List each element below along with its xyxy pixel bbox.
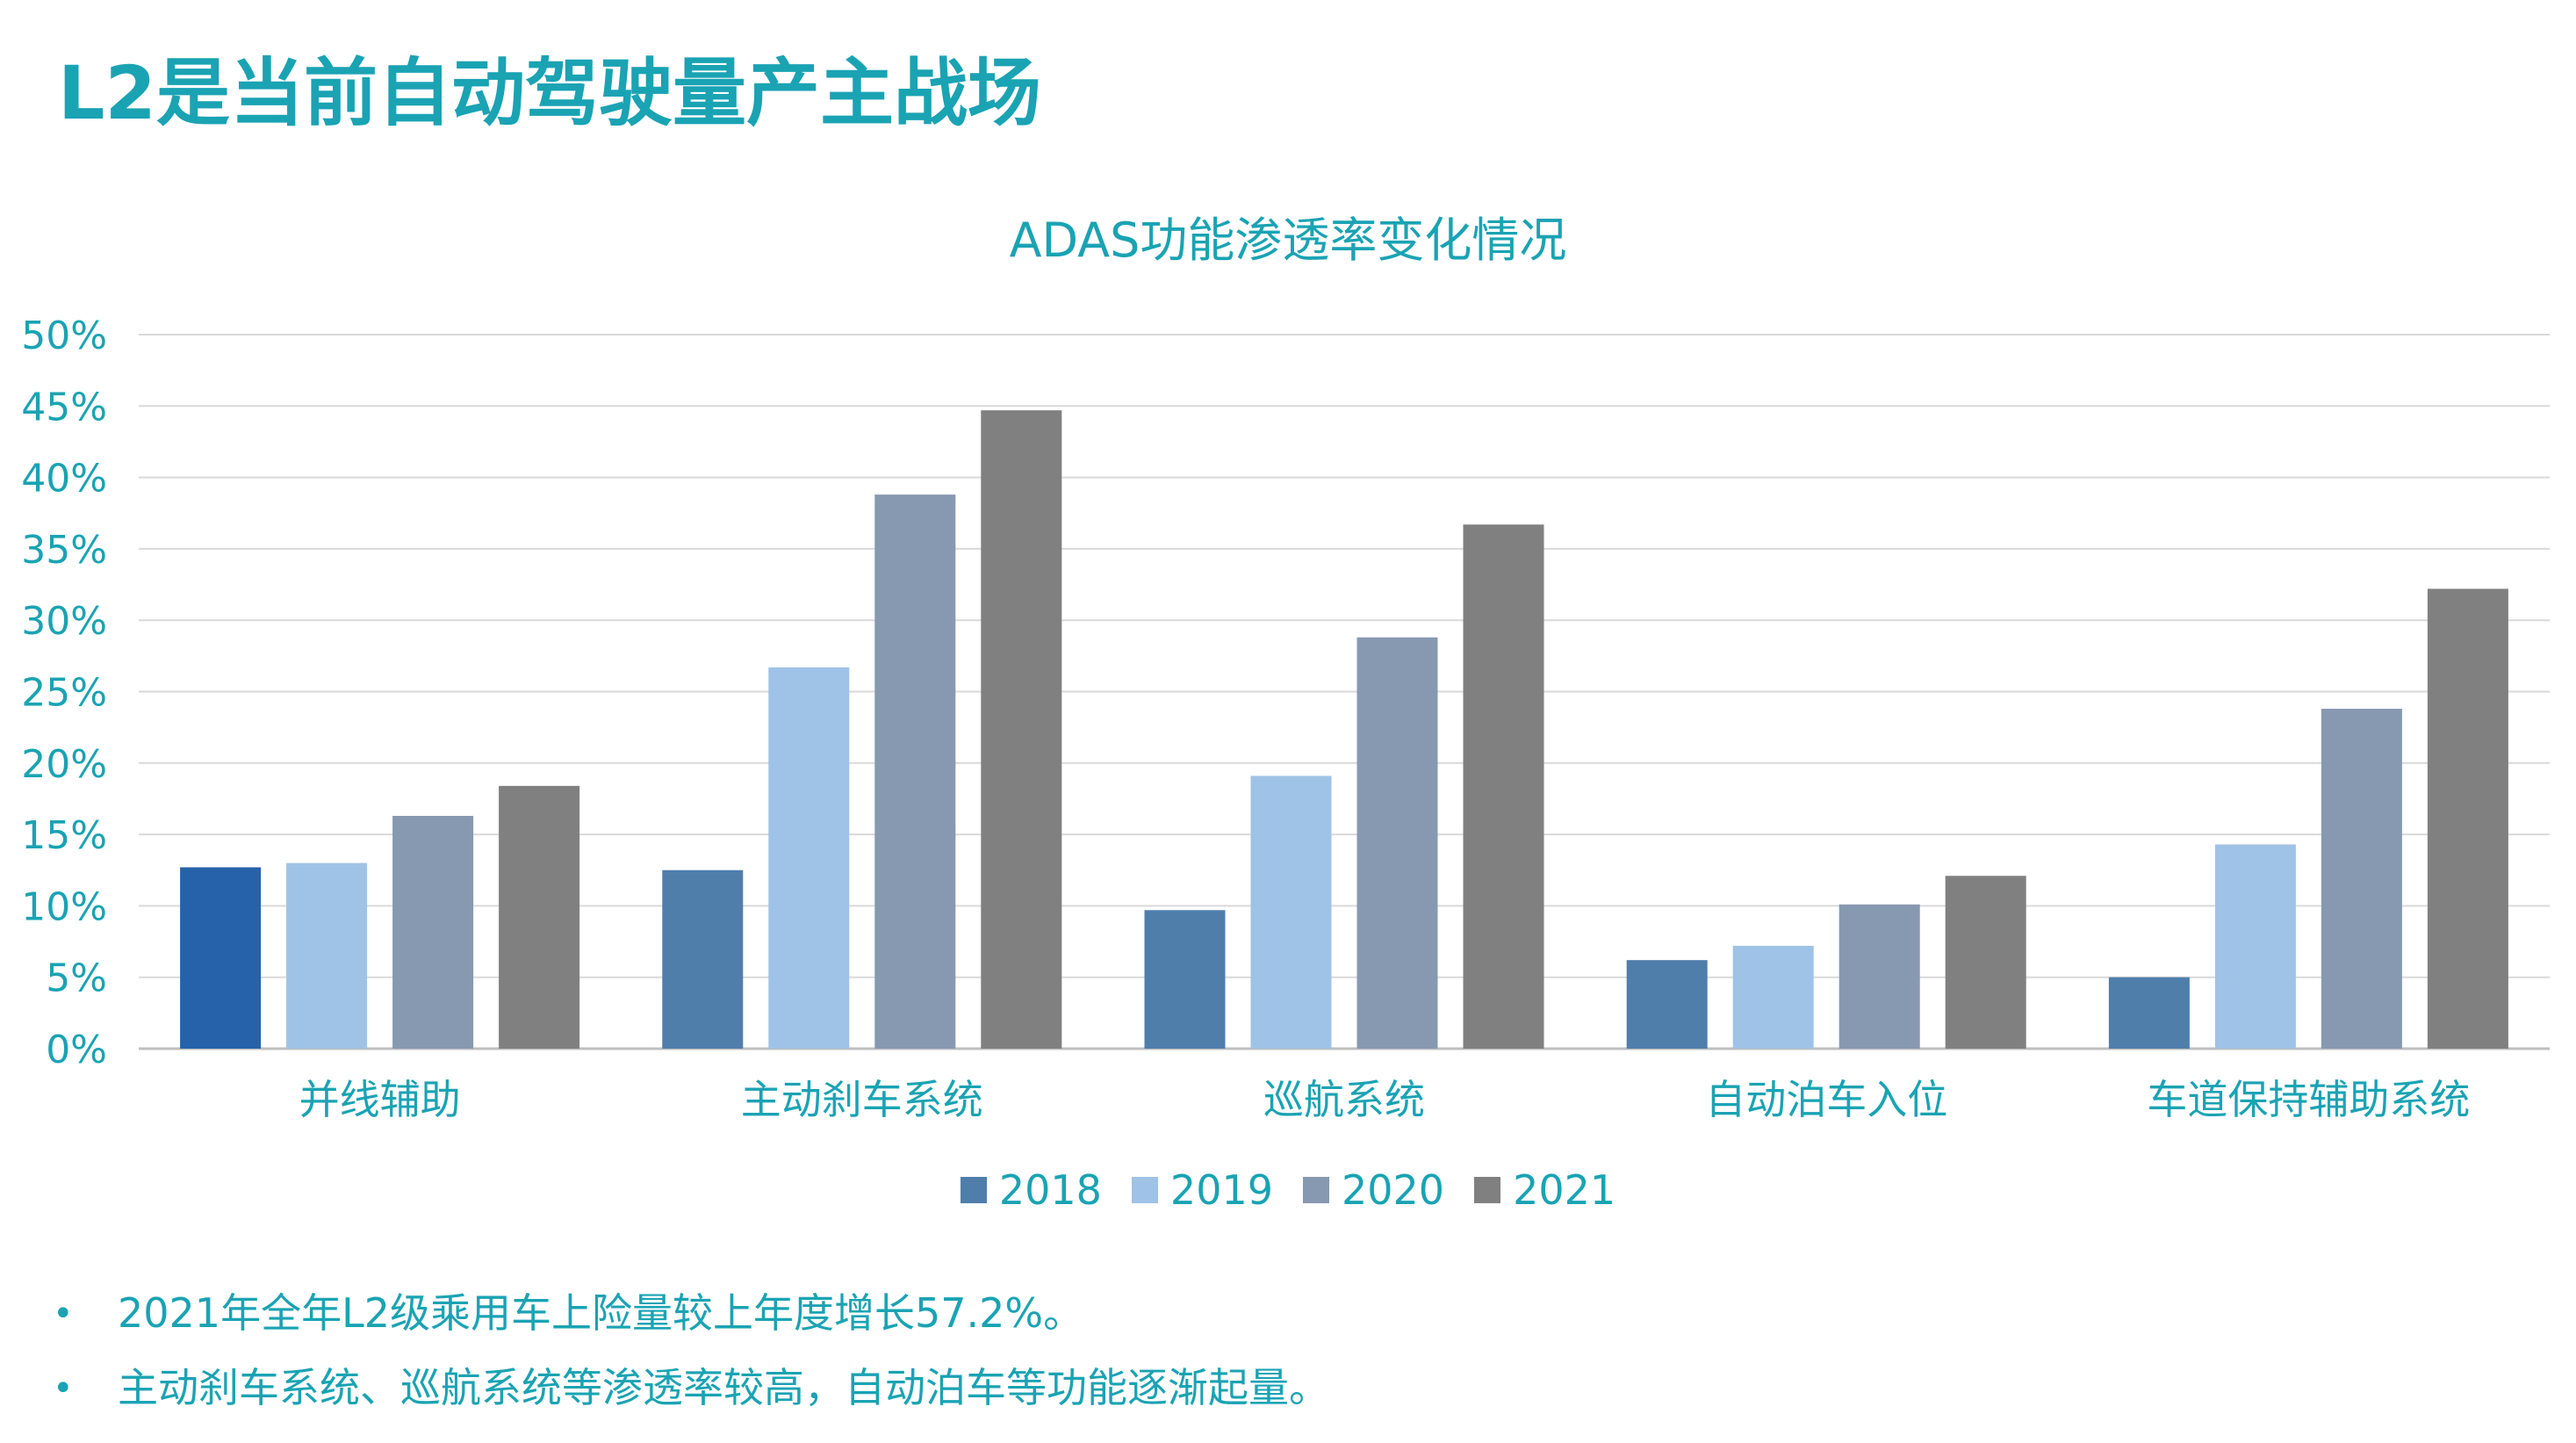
chart-title: ADAS功能渗透率变化情况 [1009, 213, 1567, 268]
note-item: • 主动刹车系统、巡航系统等渗透率较高，自动泊车等功能逐渐起量。 [53, 1364, 1329, 1412]
legend-label-2020: 2020 [1342, 1166, 1445, 1214]
y-tick-label: 50% [21, 314, 107, 358]
x-category-label: 主动刹车系统 [741, 1076, 983, 1123]
bar-2020-3 [1838, 904, 1920, 1049]
bar-2018-2 [1144, 910, 1226, 1049]
x-category-label: 并线辅助 [299, 1076, 461, 1123]
legend-item-2021: 2021 [1474, 1170, 1615, 1210]
bar-2019-4 [2214, 844, 2296, 1049]
legend-label-2019: 2019 [1169, 1166, 1273, 1214]
bar-2019-0 [286, 862, 368, 1049]
legend-label-2021: 2021 [1513, 1166, 1616, 1214]
bar-2019-1 [768, 667, 850, 1049]
bar-2021-4 [2427, 588, 2508, 1049]
y-tick-label: 15% [21, 813, 107, 858]
note-text: 主动刹车系统、巡航系统等渗透率较高，自动泊车等功能逐渐起量。 [118, 1364, 1329, 1412]
bar-2019-3 [1732, 945, 1814, 1049]
bar-2021-3 [1945, 876, 2026, 1049]
legend-swatch-2021 [1474, 1177, 1501, 1203]
legend-item-2020: 2020 [1303, 1170, 1444, 1210]
legend-swatch-2018 [960, 1177, 987, 1203]
bullet-icon: • [53, 1367, 74, 1409]
legend-label-2018: 2018 [998, 1166, 1102, 1214]
y-tick-label: 20% [21, 742, 107, 787]
y-tick-label: 0% [46, 1028, 107, 1072]
bar-2018-4 [2108, 977, 2190, 1049]
bar-2020-0 [392, 815, 474, 1049]
legend-swatch-2019 [1131, 1177, 1158, 1203]
x-category-label: 车道保持辅助系统 [2147, 1076, 2470, 1123]
y-tick-label: 25% [21, 671, 107, 716]
bar-chart: 0% 5% 10% 15% 20% 25% 30% 35% 40% 45% 50% 并线辅助 主动刹车系… [21, 314, 2550, 1123]
note-text: 2021年全年L2级乘用车上险量较上年度增长57.2%。 [118, 1289, 1084, 1337]
legend-item-2019: 2019 [1131, 1166, 1273, 1214]
chart-legend: 2018 2019 2020 2021 [0, 1170, 2576, 1210]
y-tick-label: 30% [21, 599, 107, 644]
bar-2018-3 [1626, 960, 1708, 1049]
legend-swatch-2020 [1303, 1177, 1329, 1203]
y-tick-label: 10% [21, 884, 107, 929]
note-item: • 2021年全年L2级乘用车上险量较上年度增长57.2%。 [53, 1289, 1329, 1338]
bar-2021-2 [1463, 524, 1544, 1049]
bar-2018-0 [180, 867, 262, 1049]
bullet-icon: • [53, 1293, 74, 1334]
y-tick-label: 5% [46, 956, 107, 1001]
bar-2020-4 [2321, 709, 2402, 1049]
bar-2021-1 [981, 410, 1062, 1050]
bar-2021-0 [499, 785, 580, 1049]
y-tick-label: 45% [21, 385, 107, 429]
page-title: L2是当前自动驾驶量产主战场 [58, 50, 1041, 136]
y-tick-label: 40% [21, 457, 107, 501]
notes-list: • 2021年全年L2级乘用车上险量较上年度增长57.2%。 • 主动刹车系统、… [53, 1289, 1329, 1439]
y-tick-label: 35% [21, 528, 107, 573]
x-category-label: 自动泊车入位 [1705, 1076, 1947, 1123]
x-category-label: 巡航系统 [1263, 1076, 1425, 1123]
bar-2020-2 [1356, 637, 1438, 1049]
legend-item-2018: 2018 [960, 1166, 1102, 1214]
bar-2018-1 [662, 869, 744, 1049]
bar-2019-2 [1250, 776, 1332, 1049]
bar-2020-1 [874, 494, 956, 1049]
